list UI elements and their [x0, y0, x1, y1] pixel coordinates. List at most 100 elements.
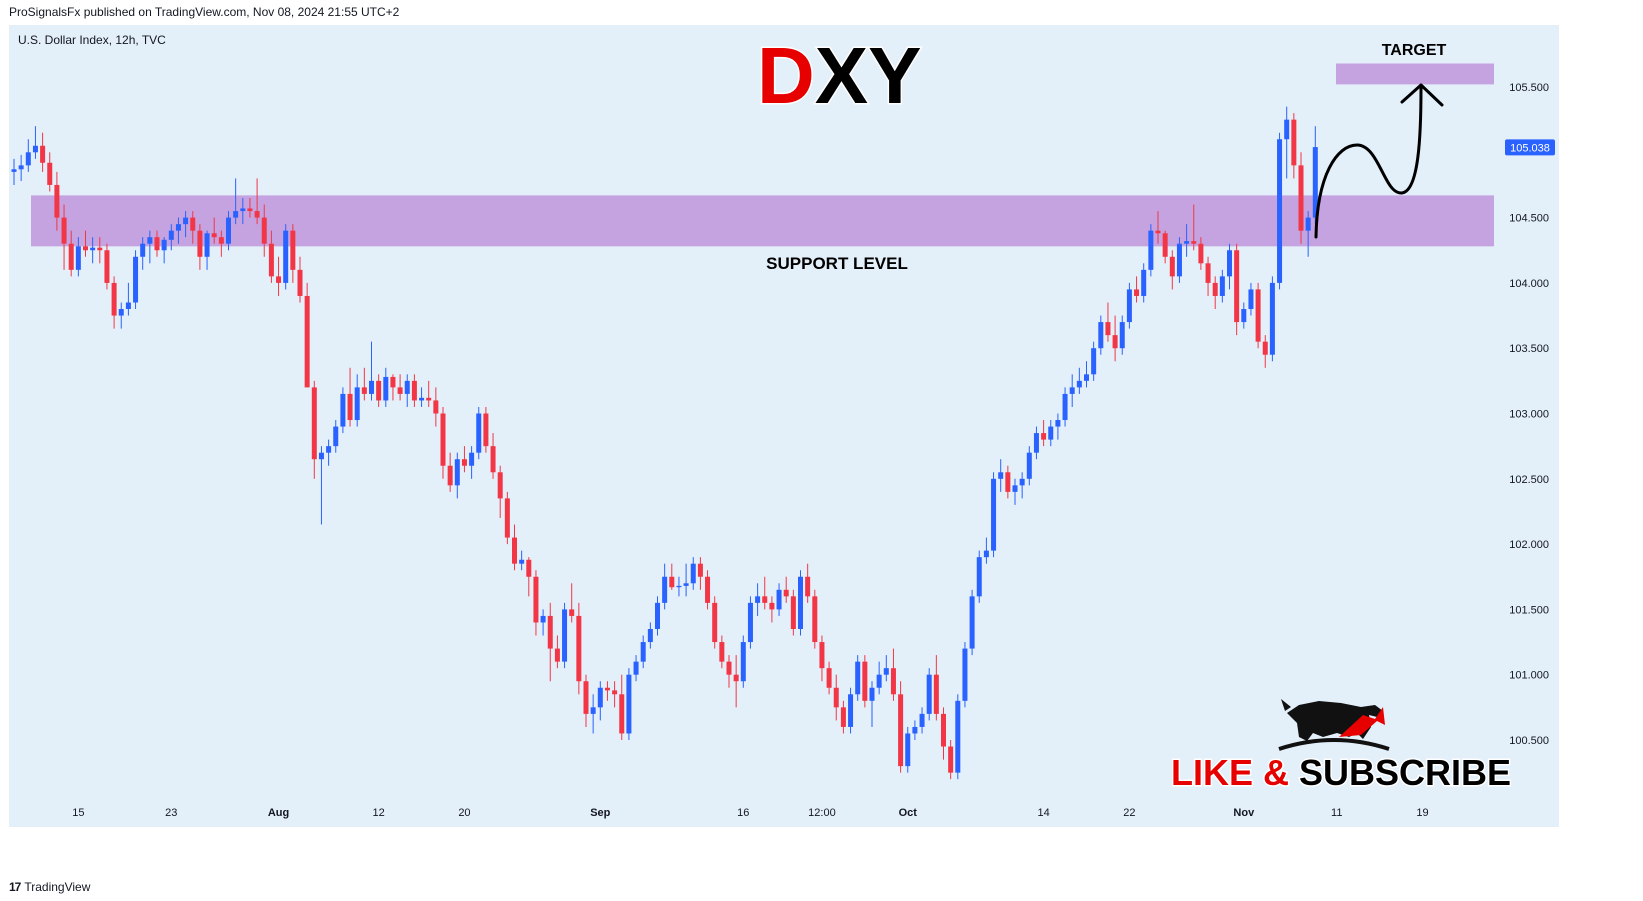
time-tick-label: 15 — [72, 807, 84, 819]
candles-group — [11, 106, 1318, 780]
candle-up — [905, 733, 911, 767]
candle-down — [719, 642, 725, 662]
candle-down — [1255, 289, 1261, 342]
candle-up — [1026, 452, 1032, 479]
candle-down — [1005, 472, 1011, 492]
candlestick-chart[interactable]: 100.500 101.000 101.500 102.000 102.500 103.0… — [9, 25, 1559, 827]
candle-up — [1012, 485, 1018, 492]
candle-down — [604, 687, 610, 691]
candle-up — [419, 397, 425, 401]
candle-up — [869, 687, 875, 701]
candle-up — [640, 642, 646, 662]
symbol-info[interactable]: U.S. Dollar Index, 12h, TVC — [18, 33, 166, 47]
candle-down — [447, 465, 453, 486]
candle-down — [569, 609, 575, 616]
time-scale[interactable]: 15 23 Aug 12 20 Sep 16 12:00 Oct 14 22 Nov 11 19 — [72, 807, 1428, 819]
candle-up — [1219, 276, 1225, 296]
target-zone — [1336, 63, 1494, 85]
candle-down — [268, 243, 274, 277]
candle-down — [526, 559, 532, 577]
candle-down — [890, 668, 896, 695]
candle-up — [161, 239, 167, 251]
support-zone — [31, 195, 1494, 247]
candle-up — [147, 237, 153, 244]
candle-up — [597, 687, 603, 708]
candle-down — [712, 602, 718, 643]
candle-down — [397, 387, 403, 394]
candle-down — [705, 576, 711, 603]
candle-up — [740, 642, 746, 682]
candle-down — [483, 413, 489, 447]
candle-up — [183, 217, 189, 225]
footer-brand[interactable]: TradingView — [24, 880, 91, 894]
candle-up — [676, 585, 682, 588]
price-tick-label: 105.500 — [1509, 82, 1549, 94]
candle-up — [755, 596, 761, 603]
candle-up — [655, 602, 660, 629]
candle-up — [326, 446, 332, 453]
candle-up — [1084, 374, 1089, 381]
candle-up — [776, 589, 782, 610]
candle-down — [1191, 241, 1197, 244]
candle-up — [333, 426, 339, 447]
candle-down — [361, 387, 367, 394]
candle-down — [726, 661, 732, 675]
candle-down — [898, 694, 904, 767]
candle-up — [1091, 348, 1097, 375]
candle-down — [576, 615, 582, 682]
candle-up — [1019, 478, 1025, 486]
candle-down — [1112, 335, 1118, 349]
candle-up — [998, 472, 1004, 479]
candle-down — [54, 184, 60, 218]
candle-up — [1126, 289, 1132, 323]
candle-up — [11, 169, 17, 172]
candle-down — [304, 295, 310, 388]
candle-up — [876, 674, 882, 688]
candle-down — [547, 615, 553, 649]
candle-up — [1277, 139, 1283, 283]
candle-up — [1033, 433, 1039, 453]
candle-down — [619, 694, 625, 734]
candle-up — [318, 452, 324, 460]
current-price-tag — [1505, 139, 1555, 156]
candle-up — [991, 478, 997, 551]
time-tick-label: 14 — [1037, 807, 1049, 819]
candle-up — [1119, 322, 1125, 349]
candle-down — [612, 690, 618, 695]
candle-up — [1141, 269, 1147, 296]
candle-down — [1134, 289, 1140, 296]
target-label: TARGET — [1382, 42, 1447, 59]
time-tick-label: Aug — [268, 807, 289, 819]
candle-up — [369, 380, 374, 394]
title-xy: XY — [815, 31, 922, 120]
candle-down — [290, 230, 296, 270]
candle-down — [533, 576, 539, 623]
candle-up — [562, 609, 568, 662]
candle-down — [97, 247, 103, 251]
like-text: LIKE & — [1171, 752, 1289, 793]
price-tick-label: 104.000 — [1509, 278, 1549, 290]
candle-up — [540, 615, 546, 623]
chart-area[interactable]: 100.500 101.000 101.500 102.000 102.500 103.0… — [9, 25, 1559, 827]
candle-down — [411, 380, 417, 401]
price-tick-label: 102.000 — [1509, 539, 1549, 551]
candle-up — [354, 387, 360, 421]
candle-up — [283, 230, 289, 283]
candle-down — [376, 380, 382, 401]
candle-up — [1069, 387, 1075, 394]
price-tick-label: 104.500 — [1509, 213, 1549, 225]
time-tick-label: 22 — [1123, 807, 1135, 819]
candle-up — [798, 576, 803, 629]
candle-up — [340, 393, 346, 427]
current-price-label: 105.038 — [1510, 142, 1550, 154]
candle-up — [1184, 241, 1190, 244]
candle-down — [276, 276, 282, 283]
candle-down — [819, 642, 825, 669]
price-scale[interactable]: 100.500 101.000 101.500 102.000 102.500 103.0… — [1509, 82, 1549, 747]
time-tick-label: 20 — [458, 807, 470, 819]
candle-up — [1312, 147, 1318, 218]
candle-down — [1298, 165, 1304, 231]
candle-up — [18, 165, 24, 170]
candle-down — [347, 393, 353, 421]
arrowhead-icon — [1400, 83, 1444, 107]
